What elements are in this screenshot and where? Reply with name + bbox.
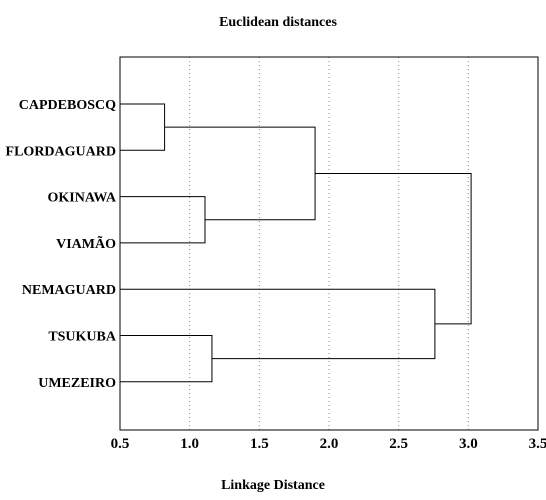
leaf-label: NEMAGUARD [22, 283, 116, 298]
x-axis-label: Linkage Distance [221, 478, 325, 493]
merge-link-4 [164, 126, 316, 221]
plot-frame [119, 56, 539, 431]
chart-title: Euclidean distances [219, 15, 337, 30]
x-tick-label: 2.5 [389, 436, 408, 452]
leaf-label: CAPDEBOSCQ [19, 98, 116, 113]
x-tick-labels: 0.5 1.0 1.5 2.0 2.5 3.0 3.5 [111, 436, 546, 452]
x-tick-label: 1.5 [250, 436, 269, 452]
leaf-label: OKINAWA [48, 191, 117, 206]
merge-link-1 [120, 103, 166, 151]
leaf-labels: CAPDEBOSCQ FLORDAGUARD OKINAWA VIAMÃO NEMAGU… [6, 98, 117, 391]
x-tick-label: 2.0 [320, 436, 339, 452]
x-tick-label: 3.0 [459, 436, 478, 452]
x-tick-label: 3.5 [529, 436, 546, 452]
grid-layer [189, 57, 469, 430]
merge-link-5 [120, 288, 436, 360]
x-tick-label: 1.0 [180, 436, 199, 452]
leaf-label: UMEZEIRO [38, 376, 116, 391]
leaf-label: TSUKUBA [48, 330, 117, 345]
merge-link-2 [120, 196, 206, 244]
dendrogram-links [120, 103, 472, 383]
leaf-label: FLORDAGUARD [6, 144, 116, 159]
x-tick-label: 0.5 [111, 436, 130, 452]
merge-link-3 [120, 335, 213, 383]
leaf-label: VIAMÃO [56, 234, 116, 252]
merge-link-6 [315, 172, 472, 325]
